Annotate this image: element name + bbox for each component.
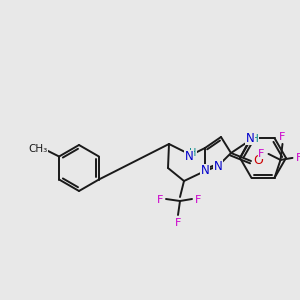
Text: F: F [279, 132, 286, 142]
Text: F: F [175, 218, 181, 228]
Text: F: F [296, 153, 300, 163]
Text: N: N [184, 151, 194, 164]
Text: F: F [157, 195, 163, 205]
Text: H: H [251, 134, 259, 144]
Text: F: F [195, 195, 201, 205]
Text: CH₃: CH₃ [28, 143, 48, 154]
Text: O: O [253, 154, 263, 167]
Text: N: N [246, 131, 254, 145]
Text: N: N [214, 160, 222, 172]
Text: F: F [258, 149, 265, 159]
Text: H: H [189, 148, 197, 158]
Text: N: N [201, 164, 209, 178]
